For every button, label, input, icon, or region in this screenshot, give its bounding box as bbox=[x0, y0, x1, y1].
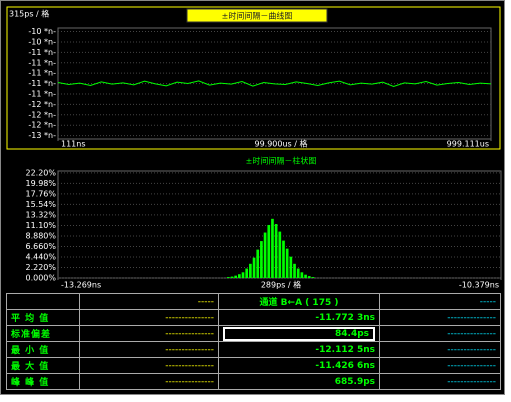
histogram-bar bbox=[289, 256, 293, 278]
data-line bbox=[57, 80, 492, 88]
histogram-bar bbox=[311, 277, 315, 278]
table-row: 平 均 值 --------------- -11.772 3ns ---------… bbox=[6, 309, 501, 326]
y-tick-label: 17.76% bbox=[25, 189, 56, 198]
table-cell: --------------- bbox=[79, 341, 219, 358]
empty-cell bbox=[6, 293, 80, 310]
table-cell: --------------- bbox=[379, 309, 501, 326]
y-tick-label: 2.220% bbox=[25, 263, 56, 272]
table-cell: 峰 峰 值 bbox=[6, 373, 80, 390]
x-axis-label: 289ps / 格 bbox=[261, 280, 301, 290]
table-cell: -11.426 6ns bbox=[217, 357, 381, 374]
histogram-bar bbox=[260, 241, 263, 278]
histogram-bar bbox=[293, 263, 296, 278]
y-tick-label: 6.660% bbox=[25, 242, 56, 251]
table-cell: 685.9ps bbox=[217, 373, 381, 390]
table-cell: --------------- bbox=[79, 357, 219, 374]
table-cell: --------------- bbox=[79, 309, 219, 326]
y-tick-label: -10 *n- bbox=[28, 27, 56, 36]
y-tick-label: -11 *n- bbox=[28, 89, 56, 98]
title-box bbox=[186, 8, 328, 23]
table-cell: --------------- bbox=[379, 357, 501, 374]
histogram-bar bbox=[241, 272, 245, 278]
y-tick-label: 4.440% bbox=[25, 252, 56, 261]
screen: 315ps / 格 ±时间间隔－曲线图 99.900us / 格 ±时间间隔－柱… bbox=[0, 0, 505, 395]
y-tick-label: 8.880% bbox=[25, 231, 56, 240]
histogram-bar bbox=[263, 232, 267, 278]
histogram-bar bbox=[307, 276, 311, 278]
line-panel-frame bbox=[6, 6, 501, 150]
table-cell: -12.112 5ns bbox=[217, 341, 381, 358]
histogram-bar bbox=[285, 248, 289, 278]
y-tick-label: 22.20% bbox=[25, 168, 56, 177]
chart-title: ±时间间隔－柱状图 bbox=[246, 156, 317, 166]
y-tick-label: -10 *n- bbox=[28, 37, 56, 46]
table-cell: --------------- bbox=[379, 373, 501, 390]
y-tick-label: -12 *n- bbox=[28, 121, 56, 130]
histogram-bar bbox=[252, 257, 256, 278]
histogram-bar bbox=[296, 268, 300, 278]
table-row: 最 大 值 --------------- -11.426 6ns ---------… bbox=[6, 357, 501, 374]
table-row: 峰 峰 值 --------------- 685.9ps -------------… bbox=[6, 373, 501, 390]
x-tick-label: 999.111us bbox=[447, 140, 489, 149]
table-cell: 最 小 值 bbox=[6, 341, 80, 358]
charts: 315ps / 格 ±时间间隔－曲线图 99.900us / 格 ±时间间隔－柱… bbox=[6, 6, 502, 290]
table-cell: --------------- bbox=[379, 325, 501, 342]
histogram-bar bbox=[245, 268, 249, 278]
histogram-bar bbox=[278, 231, 282, 278]
table-header: ----- 通道 B←A ( 175 ) ----- bbox=[6, 293, 501, 310]
table-cell: --------------- bbox=[379, 341, 501, 358]
table-cell: 标准偏差 bbox=[6, 325, 80, 342]
table-cell: --------------- bbox=[79, 373, 219, 390]
histogram-bar bbox=[237, 274, 241, 278]
histogram-bar bbox=[304, 274, 307, 278]
histogram-bar bbox=[234, 275, 237, 278]
y-tick-label: -12 *n- bbox=[28, 110, 56, 119]
y-tick-label: 11.10% bbox=[25, 221, 56, 230]
x-tick-label: -10.379ns bbox=[459, 281, 499, 290]
x-tick-label: -13.269ns bbox=[61, 281, 101, 290]
highlight-box: 84.4ps bbox=[223, 326, 376, 341]
y-tick-label: 15.54% bbox=[25, 200, 56, 209]
histogram-bar bbox=[230, 276, 234, 278]
y-tick-label: -11 *n- bbox=[28, 69, 56, 78]
chart-title: ±时间间隔－曲线图 bbox=[222, 11, 293, 21]
x-tick-label: 111ns bbox=[61, 140, 86, 149]
histogram-bar bbox=[282, 240, 285, 278]
table-cell: --------------- bbox=[79, 325, 219, 342]
y-tick-label: -11 *n- bbox=[28, 48, 56, 57]
table-cell: 最 大 值 bbox=[6, 357, 80, 374]
histogram-bar bbox=[267, 224, 271, 278]
y-tick-label: -11 *n- bbox=[28, 79, 56, 88]
header-cell: ----- bbox=[79, 293, 219, 310]
y-tick-label: 13.32% bbox=[25, 210, 56, 219]
y-tick-label: 0.000% bbox=[25, 274, 56, 283]
histogram-bar bbox=[226, 277, 230, 278]
histogram-bar bbox=[300, 272, 304, 278]
x-axis-label: 99.900us / 格 bbox=[254, 139, 307, 149]
y-tick-label: 19.98% bbox=[25, 179, 56, 188]
histogram-bar bbox=[274, 224, 278, 278]
header-cell: ----- bbox=[379, 293, 501, 310]
table-cell: 平 均 值 bbox=[6, 309, 80, 326]
table-row: 标准偏差 --------------- 84.4ps --------------- bbox=[6, 325, 501, 342]
stats-table: ----- 通道 B←A ( 175 ) ----- 平 均 值 --------… bbox=[6, 293, 501, 390]
table-cell: 84.4ps bbox=[217, 325, 381, 342]
table-row: 最 小 值 --------------- -12.112 5ns ---------… bbox=[6, 341, 501, 358]
y-tick-label: -12 *n- bbox=[28, 100, 56, 109]
histogram-bar bbox=[271, 218, 274, 278]
histogram-bar bbox=[256, 249, 260, 278]
scale-label: 315ps / 格 bbox=[9, 9, 49, 19]
y-tick-label: -13 *n- bbox=[28, 131, 56, 140]
histogram-bar bbox=[249, 263, 252, 278]
header-cell: 通道 B←A ( 175 ) bbox=[217, 293, 381, 310]
table-cell: -11.772 3ns bbox=[217, 309, 381, 326]
y-tick-label: -11 *n- bbox=[28, 58, 56, 67]
